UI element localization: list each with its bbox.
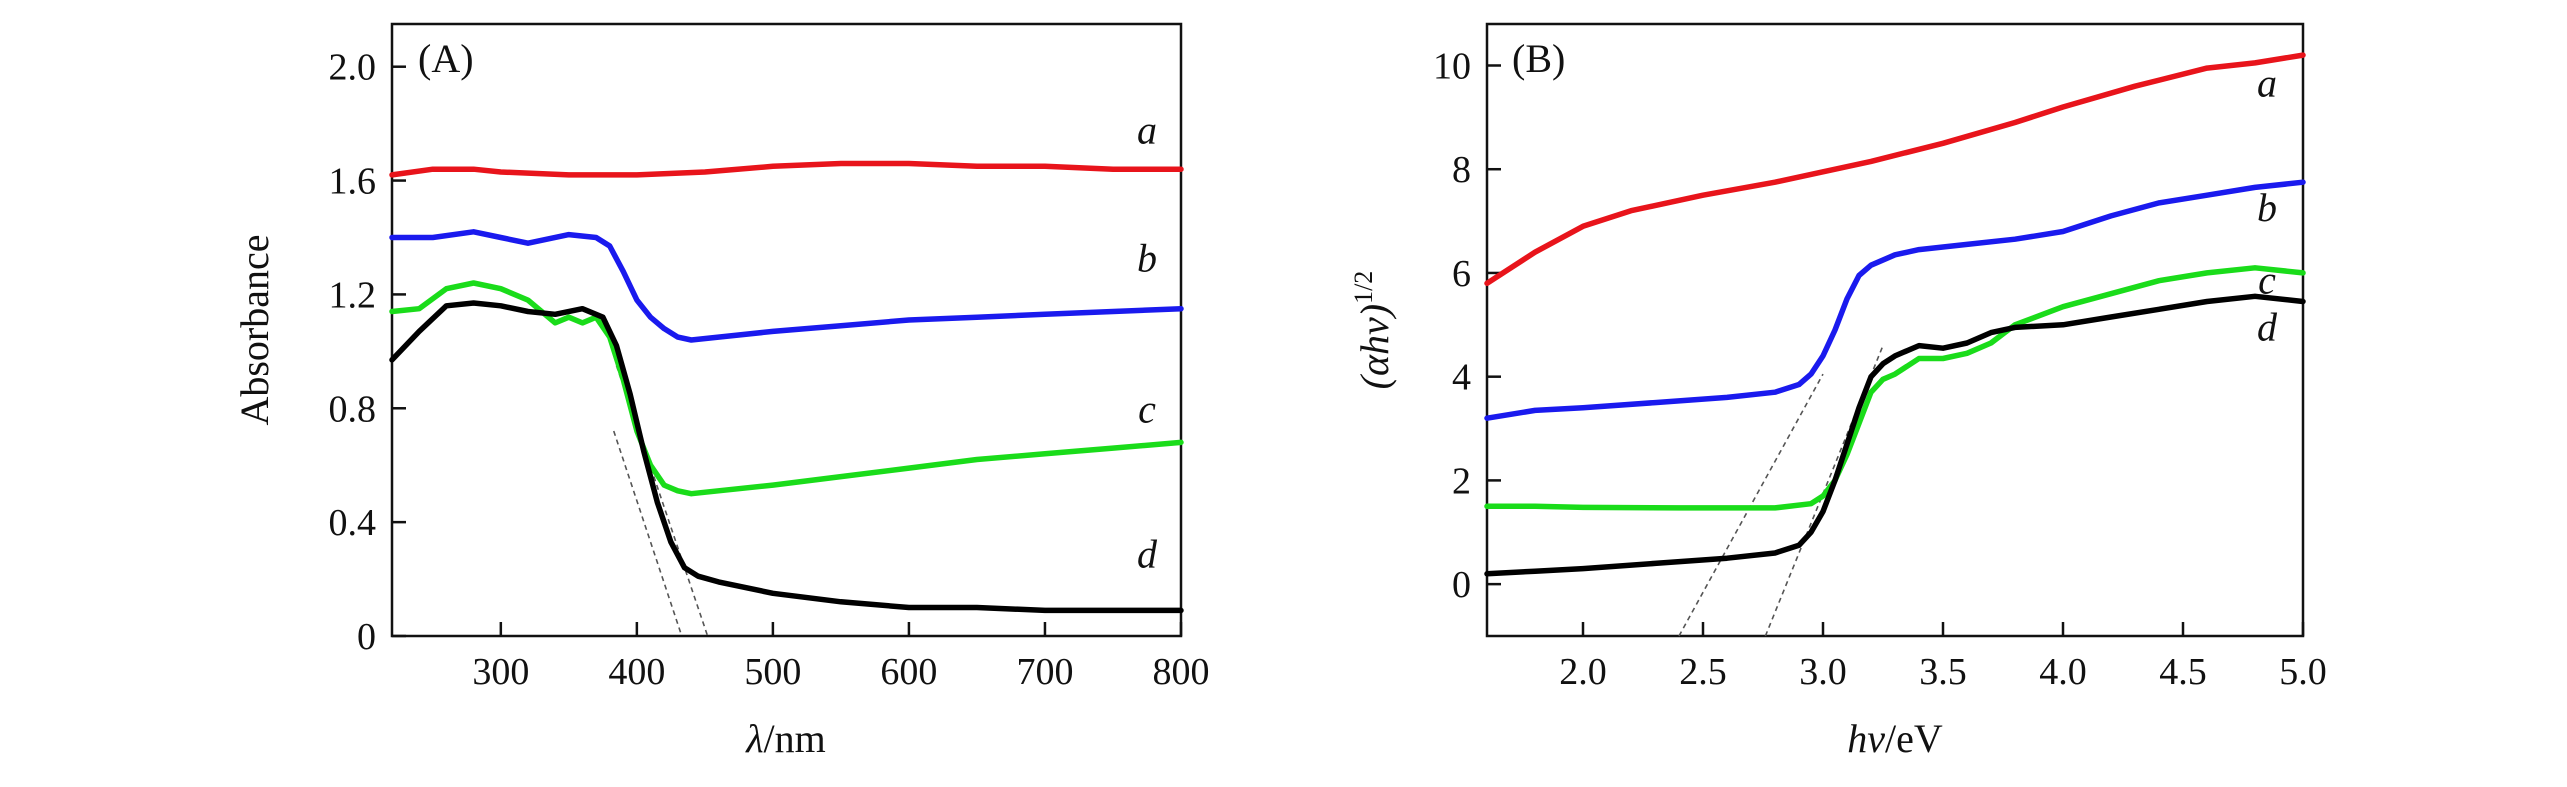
panel-a-xtick-label: 500	[744, 651, 801, 693]
panel-b-curve-label-c: c	[2258, 258, 2276, 303]
panel-b-xtick-label: 4.0	[2039, 651, 2087, 693]
panel-a-curve-label-a: a	[1137, 108, 1157, 153]
panel-a-series	[389, 160, 1184, 614]
panel-b-ytick-label: 10	[1433, 45, 1471, 87]
panel-b-series-d	[1484, 293, 2306, 577]
panel-b-xlabel-unit: /eV	[1885, 716, 1943, 761]
panel-b-curve-label-a: a	[2257, 61, 2277, 106]
panel-a-ytick-label: 1.2	[329, 274, 377, 316]
panel-b-ylabel-base: (αhv)	[1352, 304, 1397, 389]
panel-b-curve-label-b: b	[2257, 185, 2277, 230]
panel-b-series-a	[1484, 52, 2306, 287]
panel-b-xtick-label: 5.0	[2279, 651, 2327, 693]
panel-b-series	[1484, 52, 2306, 577]
panel-a-series-d	[389, 300, 1184, 614]
panel-b-xtick-label: 2.0	[1559, 651, 1607, 693]
panel-b-ylabel: (αhv)1/2	[1349, 271, 1397, 390]
panel-b-ytick-label: 0	[1452, 564, 1471, 606]
panel-b-ylabel-superscript: 1/2	[1349, 271, 1378, 304]
panel-a-curve-labels: a b c d	[1137, 108, 1158, 577]
panel-b-ytick-label: 6	[1452, 253, 1471, 295]
panel-b-curve-label-d: d	[2257, 304, 2278, 349]
panel-a-ytick-label: 2.0	[329, 47, 377, 89]
panel-a-curve-label-b: b	[1137, 236, 1157, 281]
panel-b-xtick-label: 2.5	[1679, 651, 1727, 693]
panel-a-xtick-label: 700	[1016, 651, 1073, 693]
panel-a-series-a	[389, 160, 1184, 178]
panel-a-xlabel-unit: /nm	[764, 716, 826, 761]
panel-a-xtick-label: 600	[880, 651, 937, 693]
panel-b-series-b	[1484, 179, 2306, 421]
panel-a-ytick-label: 1.6	[329, 161, 377, 203]
panel-a-series-b	[389, 229, 1184, 343]
panel-b-frame	[1485, 22, 2305, 638]
panel-b-ytick-label: 2	[1452, 460, 1471, 502]
panel-a-ytick-label: 0	[357, 616, 376, 658]
panel-a-xtick-label: 400	[608, 651, 665, 693]
panel-a-curve-label-d: d	[1137, 532, 1158, 577]
panel-a-ytick-label: 0.4	[329, 502, 377, 544]
panel-b-xlabel-symbol: hv	[1847, 716, 1885, 761]
panel-b-ytick-label: 8	[1452, 149, 1471, 191]
panel-b: 2.0 2.5 3.0 3.5 4.0 4.5 5.0 0 2 4 6 8 10 a bcd (B) (α…	[1349, 22, 2327, 761]
panel-b-xtick-label: 3.0	[1799, 651, 1847, 693]
panel-a-xlabel-symbol: λ	[745, 716, 763, 761]
panel-a-xtick-label: 800	[1153, 651, 1210, 693]
panel-b-xtick-label: 4.5	[2159, 651, 2207, 693]
panel-a-xlabel: λ/nm	[745, 716, 826, 761]
panel-a-xtick-label: 300	[472, 651, 529, 693]
panel-b-curve-labels: a bcd	[2257, 61, 2278, 350]
panel-a-curve-label-c: c	[1138, 387, 1156, 432]
panel-b-xtick-label: 3.5	[1919, 651, 1967, 693]
panel-b-tangent-line	[1678, 373, 1824, 637]
panel-a-ytick-label: 0.8	[329, 388, 377, 430]
panel-b-xlabel: hv/eV	[1847, 716, 1943, 761]
panel-a-label: (A)	[418, 36, 474, 81]
panel-b-ticks: 2.0 2.5 3.0 3.5 4.0 4.5 5.0 0 2 4 6 8 10	[1433, 45, 2327, 693]
panel-b-label: (B)	[1512, 36, 1565, 81]
panel-a-ylabel: Absorbance	[232, 234, 277, 425]
panel-a-ticks: 300 400 500 600 700 800 0 0.4 0.8 1.2 1.6 2.0	[329, 47, 1210, 693]
panel-b-series-c	[1484, 265, 2306, 511]
panel-b-ytick-label: 4	[1452, 357, 1471, 399]
panel-a-frame	[390, 22, 1183, 638]
